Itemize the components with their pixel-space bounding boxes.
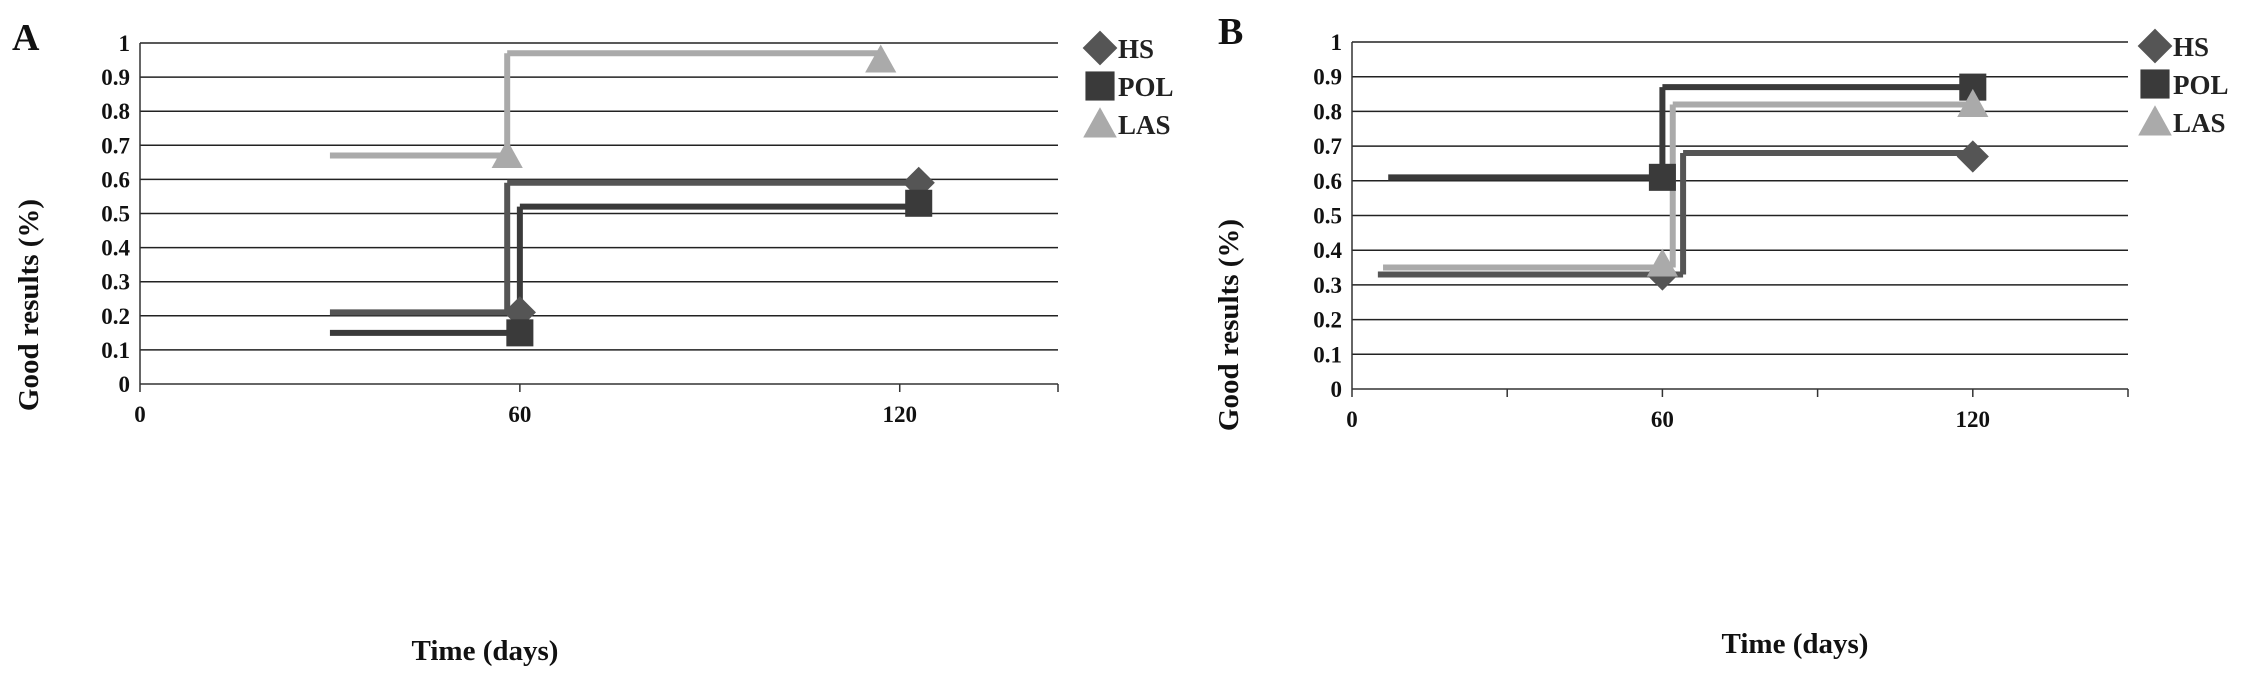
panel-a-y-tick-label: 0.6 [101, 167, 130, 192]
panel-a-legend-hs-marker [1082, 30, 1118, 66]
panel-b-y-tick-label: 0.9 [1313, 65, 1342, 90]
panel-b-x-tick-label: 60 [1651, 407, 1674, 432]
panel-a-y-tick-label: 0.1 [101, 338, 130, 363]
panel-b-x-tick-label: 0 [1346, 407, 1358, 432]
panel-b-y-axis-title: Good results (%) [1213, 219, 1245, 431]
panel-b-x-tick-label: 120 [1956, 407, 1991, 432]
panel-b-y-tick-label: 0 [1331, 377, 1343, 402]
panel-b: B Time (days) Good results (%) 0 0.1 0.2 0.… [1213, 11, 2229, 660]
panel-b-y-tick-label: 0.6 [1313, 169, 1342, 194]
panel-b-series-pol-marker [1648, 163, 1676, 191]
panel-b-y-tick-label: 0.2 [1313, 308, 1342, 333]
panel-a-x-tick-label: 60 [508, 402, 531, 427]
panel-b-y-tick-label: 0.7 [1313, 134, 1342, 159]
panel-a-series-las-marker [865, 44, 897, 73]
panel-a-x-axis-title: Time (days) [412, 635, 559, 667]
panel-b-y-tick-label: 0.5 [1313, 204, 1342, 229]
panel-b-series-hs-marker [1956, 140, 1989, 173]
panel-b-y-tick-label: 0.3 [1313, 273, 1342, 298]
panel-a-y-tick-label: 0.2 [101, 304, 130, 329]
panel-a-y-tick-label: 0.7 [101, 133, 130, 158]
panel-a-series-las-marker [491, 139, 523, 169]
panel-a-y-tick-label: 1 [119, 31, 131, 56]
panel-a-y-tick-label: 0.8 [101, 99, 130, 124]
panel-b-legend-pol-label: POL [2173, 70, 2229, 100]
panel-a: A Time (days) Good results (%) 0 0.1 0.2 0.… [12, 17, 1174, 667]
panel-b-y-tick-label: 0.8 [1313, 99, 1342, 124]
panel-b-legend-hs-label: HS [2173, 32, 2209, 62]
panel-b-series-las-marker [1646, 248, 1678, 277]
panel-b-letter: B [1218, 11, 1243, 53]
panel-b-legend-las-marker [2138, 105, 2172, 136]
panel-b-y-tick-label: 0.4 [1313, 238, 1342, 263]
panel-a-y-axis-title: Good results (%) [13, 199, 45, 411]
panel-a-legend-las-label: LAS [1118, 110, 1171, 140]
panel-b-legend-las-label: LAS [2173, 108, 2226, 138]
panel-b-y-tick-label: 0.1 [1313, 342, 1342, 367]
panel-a-y-tick-label: 0.3 [101, 270, 130, 295]
panel-a-y-tick-label: 0.9 [101, 65, 130, 90]
panel-a-x-tick-label: 120 [882, 402, 917, 427]
panel-a-y-tick-label: 0.5 [101, 202, 130, 227]
panel-a-legend-hs-label: HS [1118, 34, 1154, 64]
panel-a-y-tick-label: 0.4 [101, 236, 130, 261]
panel-a-legend-las-marker [1083, 107, 1117, 138]
panel-a-series-pol-marker [905, 189, 933, 217]
panel-b-series-las-marker [1957, 88, 1989, 117]
panel-b-legend-pol-marker [2140, 69, 2170, 99]
panel-a-y-tick-label: 0 [119, 372, 131, 397]
panel-b-y-tick-label: 1 [1331, 30, 1343, 55]
panel-b-legend-hs-marker [2137, 28, 2173, 64]
panel-a-legend-pol-label: POL [1118, 72, 1174, 102]
panel-a-series-pol-marker [506, 319, 534, 347]
panel-a-x-tick-label: 0 [134, 402, 146, 427]
panel-a-legend-pol-marker [1085, 71, 1115, 101]
panel-a-letter: A [12, 17, 40, 59]
panel-b-x-axis-title: Time (days) [1722, 628, 1869, 660]
